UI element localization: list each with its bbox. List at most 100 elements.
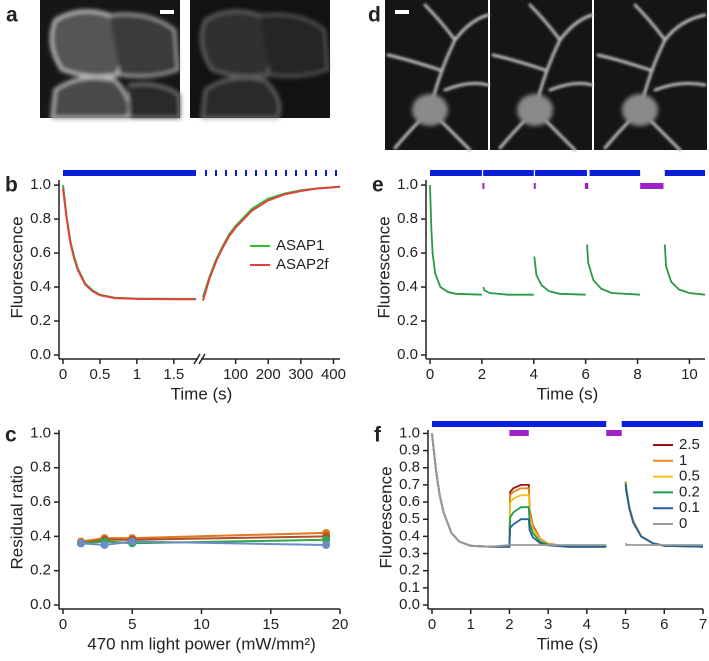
x-tick-label: 200 bbox=[256, 366, 281, 383]
series-line bbox=[431, 433, 704, 548]
x-tick-label: 15 bbox=[262, 616, 279, 633]
x-tick-label: 5 bbox=[621, 616, 629, 633]
violet-light bbox=[640, 183, 664, 189]
blue-light-pulse bbox=[245, 170, 247, 176]
x-axis-label: Time (s) bbox=[537, 634, 599, 653]
blue-light bbox=[483, 170, 534, 176]
blue-light bbox=[589, 170, 641, 176]
x-axis-label: 470 nm light power (mW/mm²) bbox=[87, 634, 316, 653]
x-tick-label: 100 bbox=[223, 366, 248, 383]
y-axis-label: Fluorescence bbox=[376, 466, 395, 568]
y-tick-label: 0.5 bbox=[399, 510, 420, 527]
x-tick-label: 10 bbox=[193, 616, 210, 633]
x-axis-label: Time (s) bbox=[171, 384, 233, 403]
series-line bbox=[429, 185, 706, 296]
y-tick-label: 0.2 bbox=[30, 562, 51, 579]
y-tick-label: 0.0 bbox=[30, 596, 51, 613]
x-tick-label: 2 bbox=[505, 616, 513, 633]
x-tick-label: 4 bbox=[530, 366, 538, 383]
y-tick-label: 1.0 bbox=[397, 176, 418, 193]
y-tick-label: 0.3 bbox=[399, 544, 420, 561]
y-axis-label: Fluorescence bbox=[374, 216, 393, 318]
panel-label: c bbox=[5, 424, 17, 447]
violet-light bbox=[482, 183, 485, 189]
x-tick-label: 1 bbox=[133, 366, 141, 383]
x-tick-label: 6 bbox=[581, 366, 589, 383]
blue-light-pulse bbox=[275, 170, 277, 176]
y-tick-label: 0.8 bbox=[397, 210, 418, 227]
y-tick-label: 0.4 bbox=[397, 278, 418, 295]
y-tick-label: 0.6 bbox=[30, 493, 51, 510]
y-axis-label: Fluorescence bbox=[7, 216, 26, 318]
series-line bbox=[62, 188, 196, 301]
legend-label: 2.5 bbox=[679, 436, 700, 453]
blue-light-pulse bbox=[255, 170, 257, 176]
series-line bbox=[431, 433, 704, 548]
legend-label: 0.1 bbox=[679, 499, 700, 516]
y-tick-label: 0.4 bbox=[399, 527, 420, 544]
blue-light bbox=[535, 170, 587, 176]
series-line bbox=[80, 540, 327, 547]
violet-light bbox=[509, 430, 529, 436]
blue-light-pulse bbox=[305, 170, 307, 176]
point bbox=[322, 540, 331, 549]
blue-light-pulse bbox=[205, 170, 207, 176]
x-tick-label: 4 bbox=[583, 616, 591, 633]
blue-light-pulse bbox=[215, 170, 217, 176]
series-line bbox=[431, 433, 704, 548]
y-tick-label: 1.0 bbox=[30, 176, 51, 193]
y-tick-label: 0.6 bbox=[399, 493, 420, 510]
series-line bbox=[431, 433, 703, 548]
y-tick-label: 0.4 bbox=[30, 527, 51, 544]
y-tick-label: 0.1 bbox=[399, 579, 420, 596]
legend-label: 0.2 bbox=[679, 483, 700, 500]
y-tick-label: 0.0 bbox=[30, 346, 51, 363]
blue-light-pulse bbox=[235, 170, 237, 176]
blue-light-pulse bbox=[295, 170, 297, 176]
legend-label: ASAP1 bbox=[276, 237, 324, 254]
blue-light-pulse bbox=[315, 170, 317, 176]
y-tick-label: 0.7 bbox=[399, 476, 420, 493]
x-tick-label: 10 bbox=[681, 366, 698, 383]
violet-light bbox=[584, 183, 589, 189]
y-tick-label: 0.2 bbox=[397, 312, 418, 329]
y-tick-label: 0.6 bbox=[30, 244, 51, 261]
series-line bbox=[202, 185, 341, 301]
point bbox=[100, 540, 109, 549]
panel-label: b bbox=[5, 174, 18, 197]
y-tick-label: 0.0 bbox=[399, 596, 420, 613]
x-tick-label: 3 bbox=[544, 616, 552, 633]
panel-label: f bbox=[374, 424, 382, 447]
image-d: d bbox=[368, 0, 707, 152]
legend-label: 0.5 bbox=[679, 468, 700, 485]
x-tick-label: 1 bbox=[467, 616, 475, 633]
image-a: a bbox=[6, 0, 330, 120]
axis-break bbox=[193, 353, 201, 365]
y-tick-label: 0.2 bbox=[399, 562, 420, 579]
blue-light bbox=[430, 170, 482, 176]
legend-label: ASAP2f bbox=[276, 256, 329, 273]
x-axis-label: Time (s) bbox=[537, 384, 599, 403]
x-tick-label: 0 bbox=[59, 366, 67, 383]
point bbox=[128, 537, 137, 546]
y-tick-label: 0.8 bbox=[399, 459, 420, 476]
x-tick-label: 5 bbox=[128, 616, 136, 633]
x-tick-label: 1.5 bbox=[163, 366, 184, 383]
x-tick-label: 400 bbox=[321, 366, 346, 383]
y-tick-label: 0.8 bbox=[30, 210, 51, 227]
x-tick-label: 0 bbox=[428, 616, 436, 633]
series-line bbox=[431, 433, 704, 548]
y-tick-label: 0.2 bbox=[30, 312, 51, 329]
blue-light bbox=[63, 170, 196, 176]
blue-light bbox=[621, 421, 703, 427]
y-tick-label: 0.9 bbox=[399, 442, 420, 459]
y-tick-label: 1.0 bbox=[30, 424, 51, 441]
violet-light bbox=[606, 430, 622, 436]
x-tick-label: 6 bbox=[660, 616, 668, 633]
blue-light-pulse bbox=[265, 170, 267, 176]
panel-label: a bbox=[6, 4, 18, 27]
series-line bbox=[80, 531, 327, 543]
y-tick-label: 0.8 bbox=[30, 459, 51, 476]
legend-label: 1 bbox=[679, 452, 687, 469]
